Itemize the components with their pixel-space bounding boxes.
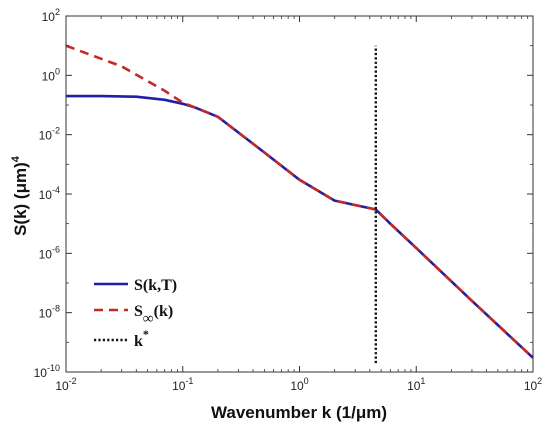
x-axis-label: Wavenumber k (1/μm) bbox=[211, 403, 387, 422]
legend-label-1: S(k,T) bbox=[134, 277, 177, 294]
legend-label-2: S∞(k) bbox=[134, 303, 173, 327]
series-layer bbox=[65, 44, 534, 364]
x-tick-label: 102 bbox=[524, 376, 542, 393]
tick-layer: 10-2 10-1 100 101 102 10-10 10-8 10-6 10-4 10-2 10… bbox=[34, 7, 543, 393]
y-tick-label: 10-4 bbox=[39, 185, 60, 202]
y-axis-label: S(k) (μm)4 bbox=[10, 155, 30, 236]
series-line-2 bbox=[65, 44, 534, 359]
y-tick-label: 102 bbox=[42, 7, 60, 24]
y-tick-label: 10-6 bbox=[39, 244, 60, 261]
y-tick-label: 10-10 bbox=[34, 363, 60, 380]
x-tick-label: 100 bbox=[290, 376, 308, 393]
x-tick-label: 101 bbox=[407, 376, 425, 393]
y-axis-label-exponent: 4 bbox=[10, 155, 22, 162]
y-tick-label: 100 bbox=[42, 66, 60, 83]
x-tick-label: 10-1 bbox=[172, 376, 193, 393]
y-tick-label: 10-8 bbox=[39, 304, 60, 321]
y-tick-label: 10-2 bbox=[39, 126, 60, 143]
y-axis-label-main: S(k) (μm) bbox=[11, 162, 30, 236]
legend-label-3: k* bbox=[134, 327, 149, 350]
x-tick-label: 10-2 bbox=[55, 376, 76, 393]
legend: S(k,T) S∞(k)k* bbox=[94, 277, 177, 350]
